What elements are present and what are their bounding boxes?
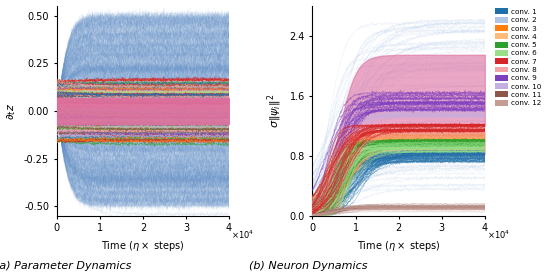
Text: $\times 10^4$: $\times 10^4$ (231, 228, 254, 241)
Legend: conv. 1, conv. 2, conv. 3, conv. 4, conv. 5, conv. 6, conv. 7, conv. 8, conv. 9,: conv. 1, conv. 2, conv. 3, conv. 4, conv… (492, 5, 544, 109)
Text: (b) Neuron Dynamics: (b) Neuron Dynamics (249, 261, 367, 271)
Y-axis label: $\partial_t z$: $\partial_t z$ (6, 102, 18, 119)
X-axis label: Time ($\eta \times$ steps): Time ($\eta \times$ steps) (101, 239, 185, 253)
X-axis label: Time ($\eta \times$ steps): Time ($\eta \times$ steps) (357, 239, 441, 253)
Y-axis label: $\sigma\|\psi_i\|^2$: $\sigma\|\psi_i\|^2$ (265, 94, 284, 128)
Text: (a) Parameter Dynamics: (a) Parameter Dynamics (0, 261, 131, 271)
Text: $\times 10^4$: $\times 10^4$ (487, 228, 510, 241)
